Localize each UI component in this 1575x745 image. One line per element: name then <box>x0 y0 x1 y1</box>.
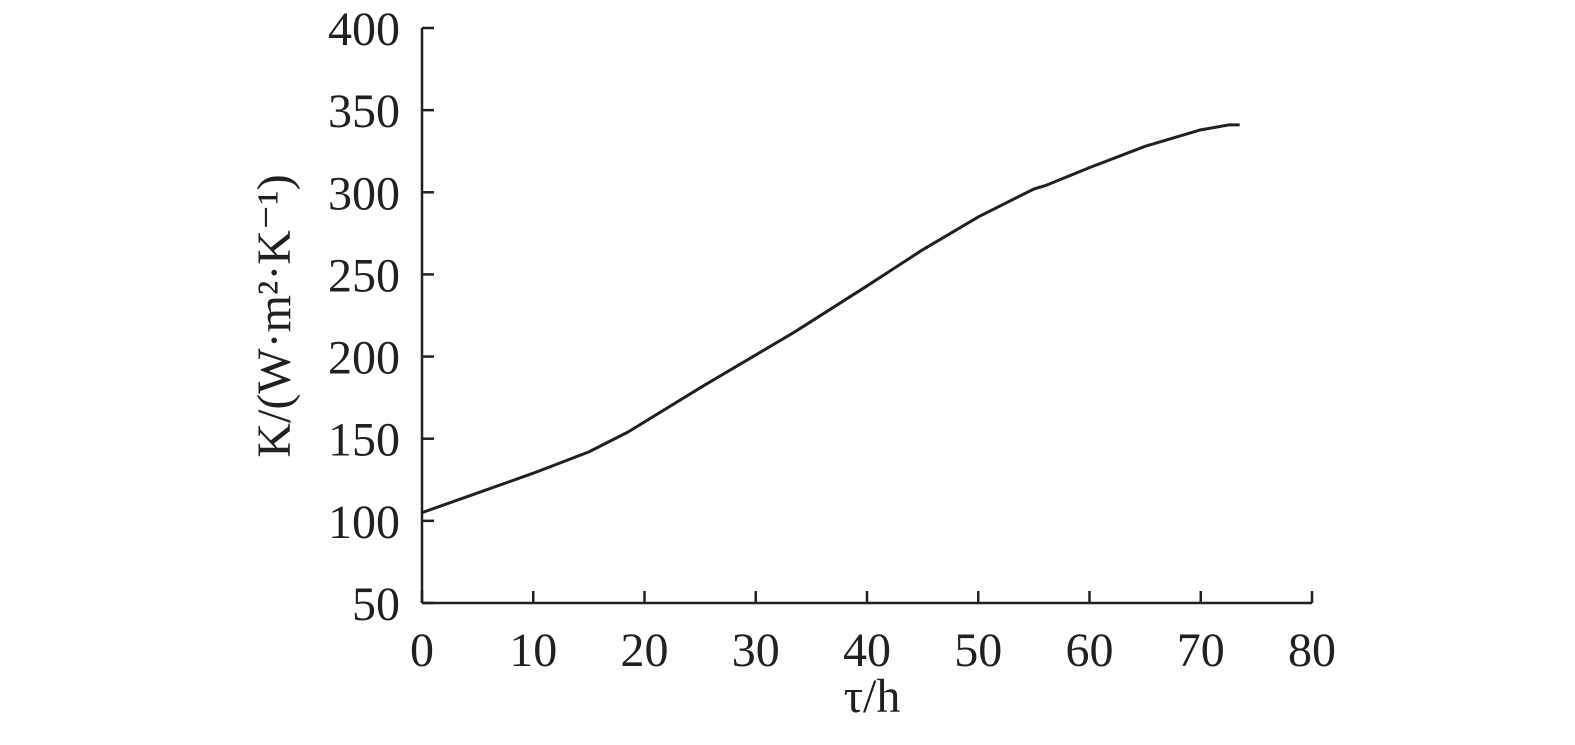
x-tick-label: 20 <box>621 624 669 677</box>
y-tick-label: 400 <box>328 3 400 56</box>
y-tick-label: 300 <box>328 167 400 220</box>
y-tick-label: 250 <box>328 249 400 302</box>
y-tick-label: 50 <box>352 578 400 631</box>
x-tick-label: 30 <box>732 624 780 677</box>
x-tick-label: 80 <box>1288 624 1336 677</box>
y-tick-label: 150 <box>328 414 400 467</box>
x-tick-label: 40 <box>843 624 891 677</box>
y-tick-label: 350 <box>328 85 400 138</box>
x-tick-label: 10 <box>509 624 557 677</box>
y-tick-label: 200 <box>328 332 400 385</box>
x-axis-label: τ/h <box>844 670 901 723</box>
data-line <box>421 123 1240 515</box>
x-tick-label: 60 <box>1066 624 1114 677</box>
x-tick-label: 0 <box>410 624 434 677</box>
y-tick-label: 100 <box>328 496 400 549</box>
x-tick-label: 50 <box>954 624 1002 677</box>
y-axis-label: K/(W·m²·K⁻¹) <box>248 174 301 457</box>
x-tick-label: 70 <box>1177 624 1225 677</box>
